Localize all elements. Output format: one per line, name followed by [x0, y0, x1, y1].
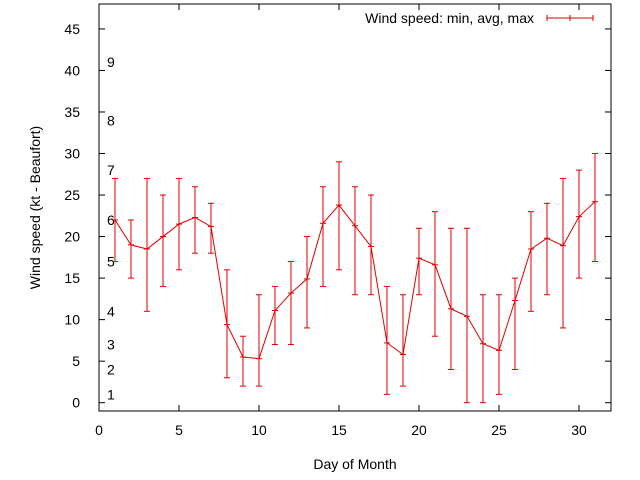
data-point	[160, 194, 166, 287]
y-tick-label: 10	[64, 312, 80, 328]
beaufort-label: 9	[107, 54, 115, 70]
data-point	[592, 153, 598, 262]
data-point	[512, 277, 518, 370]
legend-label: Wind speed: min, avg, max	[365, 10, 534, 26]
data-point	[560, 177, 566, 329]
beaufort-label: 2	[107, 361, 115, 377]
data-point	[240, 335, 246, 387]
data-point	[112, 177, 118, 262]
y-tick-label: 15	[64, 270, 80, 286]
x-tick-label: 10	[251, 422, 267, 438]
data-point	[528, 211, 534, 312]
error-bars	[112, 153, 598, 404]
x-tick-label: 0	[95, 422, 103, 438]
data-point	[416, 227, 422, 296]
y-axis-label: Wind speed (kt - Beaufort)	[27, 126, 43, 289]
y-tick-label: 30	[64, 146, 80, 162]
beaufort-label: 6	[107, 212, 115, 228]
y-tick-label: 0	[72, 395, 80, 411]
y-tick-label: 5	[72, 353, 80, 369]
beaufort-label: 7	[107, 162, 115, 178]
y-tick-label: 20	[64, 229, 80, 245]
x-tick-label: 30	[571, 422, 587, 438]
data-point	[544, 202, 550, 296]
plot-frame	[98, 3, 612, 412]
legend: Wind speed: min, avg, max	[365, 10, 594, 26]
y-tick-label: 40	[64, 62, 80, 78]
data-point	[320, 186, 326, 287]
data-point	[336, 161, 342, 271]
x-tick-label: 20	[411, 422, 427, 438]
data-point	[144, 177, 150, 312]
beaufort-scale-labels: 1 2 3 4 5 6 7 8 9	[107, 54, 115, 402]
beaufort-label: 3	[107, 337, 115, 353]
x-axis-label: Day of Month	[313, 456, 396, 472]
y-tick-label: 35	[64, 104, 80, 120]
data-point	[288, 260, 294, 346]
beaufort-label: 8	[107, 112, 115, 128]
x-tick-label: 15	[331, 422, 347, 438]
legend-sample	[546, 15, 594, 21]
y-tick-label: 25	[64, 187, 80, 203]
series-line	[114, 201, 596, 360]
data-point	[448, 227, 454, 370]
x-tick-label: 25	[491, 422, 507, 438]
x-axis: 0 5 10 15 20 25 30	[95, 4, 587, 438]
data-point	[128, 219, 134, 279]
data-point	[272, 285, 278, 346]
data-point	[304, 236, 310, 329]
data-point	[576, 169, 582, 279]
data-point	[400, 294, 406, 387]
beaufort-label: 4	[107, 303, 115, 319]
beaufort-label: 1	[107, 386, 115, 402]
data-point	[192, 186, 198, 254]
data-point	[352, 186, 358, 296]
y-tick-label: 45	[64, 21, 80, 37]
x-tick-label: 5	[175, 422, 183, 438]
data-point	[368, 194, 374, 296]
plot-border	[98, 3, 612, 412]
data-point	[480, 294, 486, 404]
data-point	[256, 294, 262, 387]
data-point	[432, 211, 438, 337]
beaufort-label: 5	[107, 253, 115, 269]
